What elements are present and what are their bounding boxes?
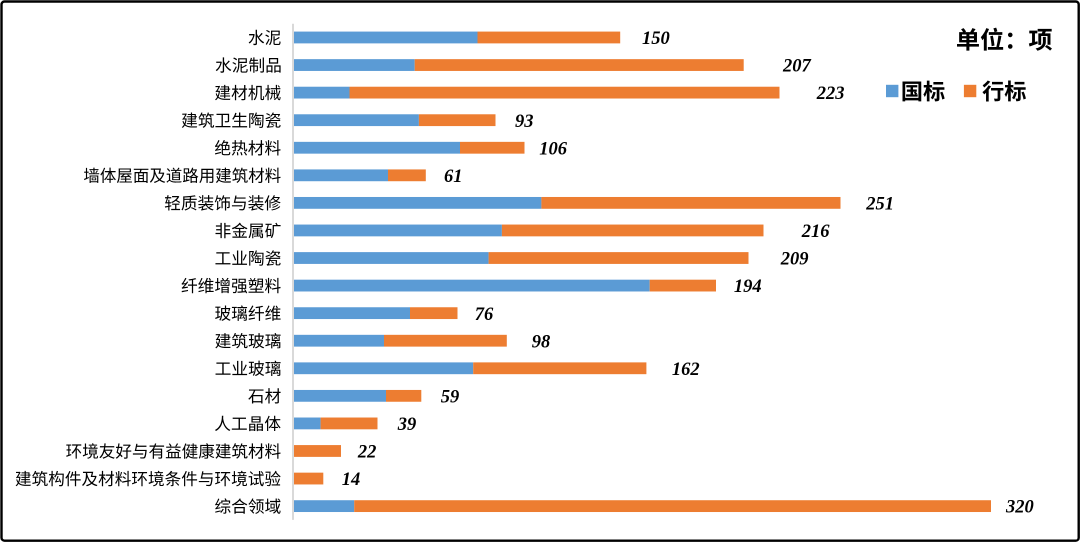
svg-text:39: 39 <box>397 415 417 435</box>
svg-text:14: 14 <box>342 470 361 490</box>
svg-text:22: 22 <box>357 443 377 463</box>
svg-text:194: 194 <box>734 277 762 297</box>
svg-text:150: 150 <box>642 29 670 49</box>
svg-text:59: 59 <box>441 387 460 407</box>
svg-text:207: 207 <box>782 57 812 77</box>
svg-text:61: 61 <box>444 167 463 187</box>
svg-text:216: 216 <box>801 222 831 242</box>
svg-text:106: 106 <box>539 139 568 159</box>
svg-text:209: 209 <box>780 250 809 270</box>
svg-text:162: 162 <box>672 360 700 380</box>
svg-text:251: 251 <box>865 194 894 214</box>
svg-text:320: 320 <box>1005 498 1034 518</box>
svg-text:93: 93 <box>515 112 534 132</box>
svg-text:98: 98 <box>532 332 551 352</box>
svg-text:223: 223 <box>816 84 845 104</box>
svg-text:76: 76 <box>475 305 494 325</box>
